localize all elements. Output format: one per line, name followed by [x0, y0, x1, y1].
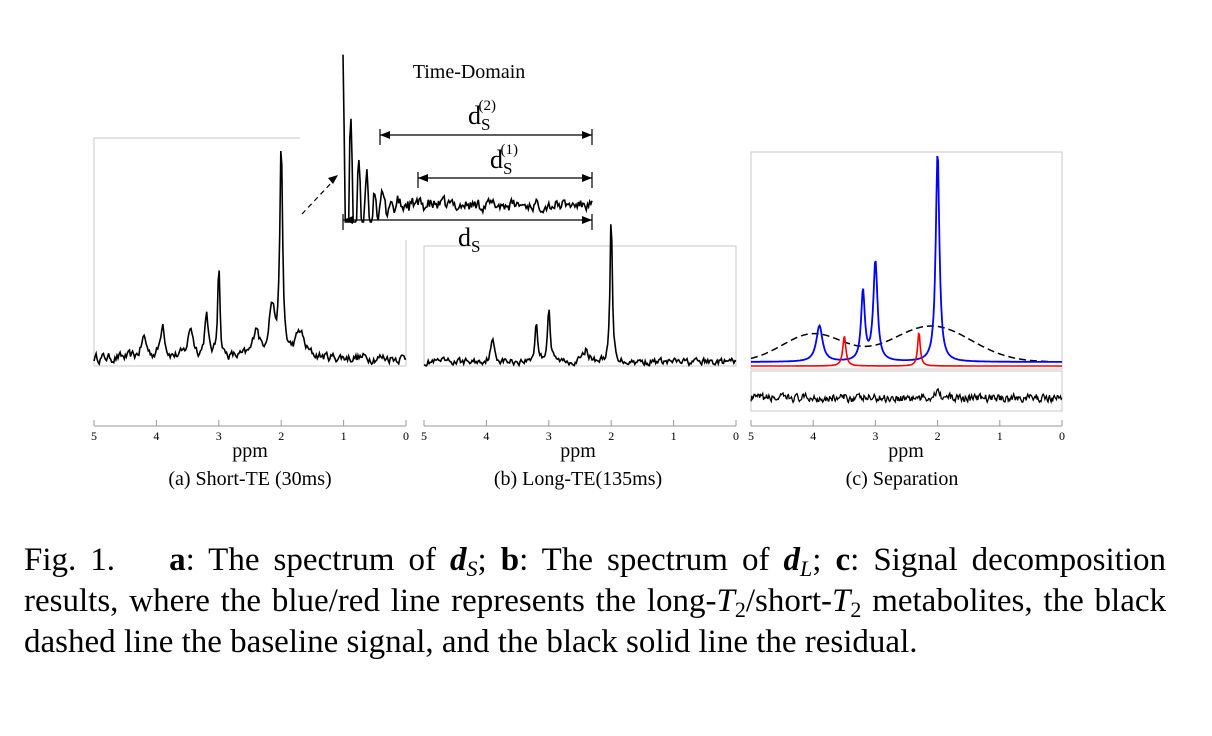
inset-arrow-ds2-head-left: [380, 131, 390, 139]
panel-frames: [93, 137, 1063, 412]
panel-c-frame: [750, 151, 1063, 370]
panel-b-frame: [423, 245, 737, 367]
inset-arrow-ds-head-right: [582, 216, 592, 224]
panel-c-tick-label: 3: [872, 429, 878, 443]
panel-a-tick-label: 2: [278, 429, 284, 443]
figure-caption-text: a: The spectrum of dS; b: The spectrum o…: [24, 542, 1167, 660]
inset-arrow-ds-head-left: [343, 216, 353, 224]
panel-c-tick-label: 4: [810, 429, 816, 443]
panel-c-long-t2-trace: [751, 155, 1062, 363]
panel-b-tick-label: 4: [483, 429, 489, 443]
panel-b-xlabel: ppm: [560, 440, 596, 462]
panel-c-residual-frame: [750, 370, 1063, 412]
panel-a-tick-label: 5: [91, 429, 97, 443]
panel-b-tick-label: 1: [671, 429, 677, 443]
time-domain-inset: Time-Domain dS(2) dS(1) dS: [300, 30, 600, 256]
caption-fragment: T: [832, 583, 851, 619]
caption-fragment: d: [450, 542, 467, 578]
panel-b-tick-label: 3: [546, 429, 552, 443]
panel-b-tick-label: 0: [733, 429, 739, 443]
inset-title: Time-Domain: [413, 61, 526, 83]
caption-fragment: c: [835, 542, 851, 578]
traces: [93, 150, 1063, 405]
figure-caption-label: Fig. 1.: [24, 542, 116, 578]
panel-b-tick-label: 2: [608, 429, 614, 443]
caption-fragment: 2: [734, 597, 746, 622]
panel-c-residual-trace: [750, 387, 1063, 405]
panel-c-baseline-trace: [750, 325, 1062, 363]
inset-pointer-head: [328, 175, 338, 184]
panel-a-tick-label: 0: [403, 429, 409, 443]
inset-label-ds2: dS(2): [468, 98, 496, 134]
caption-fragment: d: [783, 542, 801, 578]
caption-fragment: b: [500, 542, 520, 578]
inset-pointer-line: [301, 179, 335, 215]
inset-fid-trace: [342, 54, 593, 223]
inset-label-ds: dS: [458, 223, 480, 256]
panel-b-spectrum-trace: [423, 224, 737, 368]
caption-fragment: L: [800, 556, 813, 581]
panel-c-xlabel: ppm: [888, 440, 924, 462]
panel-c-tick-label: 5: [748, 429, 754, 443]
panel-c-short-t2-trace: [751, 332, 1062, 367]
caption-fragment: T: [716, 583, 735, 619]
panel-c-caption: (c) Separation: [846, 468, 959, 490]
panel-a-caption: (a) Short-TE (30ms): [168, 468, 331, 490]
caption-fragment: S: [466, 556, 478, 581]
panel-c-tick-label: 1: [997, 429, 1003, 443]
panel-c-tick-label: 0: [1059, 429, 1065, 443]
inset-arrow-ds1-head-right: [582, 174, 592, 182]
inset-label-ds1: dS(1): [490, 142, 518, 178]
panel-b-caption: (b) Long-TE(135ms): [494, 468, 662, 490]
panel-a-tick-label: 3: [216, 429, 222, 443]
panel-a-frame: [93, 137, 407, 367]
panel-a-tick-label: 4: [153, 429, 159, 443]
figure-caption: Fig. 1. a: The spectrum of dS; b: The sp…: [24, 540, 1166, 663]
panel-a-spectrum-trace: [93, 150, 406, 367]
panel-c-tick-label: 2: [935, 429, 941, 443]
caption-fragment: a: [169, 542, 186, 578]
inset-arrow-ds1-head-left: [418, 174, 428, 182]
panel-a-tick-label: 1: [341, 429, 347, 443]
inset-arrow-ds2-head-right: [582, 131, 592, 139]
panel-a-xlabel: ppm: [232, 440, 268, 462]
caption-fragment: 2: [850, 597, 862, 622]
panel-b-tick-label: 5: [421, 429, 427, 443]
